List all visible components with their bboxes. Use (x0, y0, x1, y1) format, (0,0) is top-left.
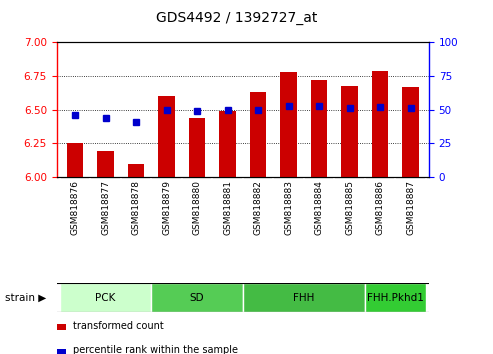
Bar (341, 86, 358, 177)
Bar (128, 164, 144, 177)
Text: GSM818881: GSM818881 (223, 180, 232, 235)
Bar (67, 143, 83, 177)
Bar (219, 111, 236, 177)
Text: FHH.Pkhd1: FHH.Pkhd1 (367, 293, 424, 303)
Bar (372, 71, 388, 177)
Text: GSM818880: GSM818880 (193, 180, 202, 235)
Text: GSM818877: GSM818877 (101, 180, 110, 235)
Text: GSM818883: GSM818883 (284, 180, 293, 235)
Bar (151, 283, 243, 312)
Text: GSM818876: GSM818876 (70, 180, 79, 235)
Text: transformed count: transformed count (73, 321, 164, 331)
Text: GDS4492 / 1392727_at: GDS4492 / 1392727_at (156, 11, 317, 25)
Text: GSM818885: GSM818885 (345, 180, 354, 235)
Bar (311, 80, 327, 177)
Text: FHH: FHH (293, 293, 315, 303)
Text: GSM818884: GSM818884 (315, 180, 323, 235)
Text: SD: SD (190, 293, 205, 303)
Bar (158, 96, 175, 177)
Text: GSM818878: GSM818878 (132, 180, 141, 235)
Text: GSM818886: GSM818886 (376, 180, 385, 235)
Bar (249, 92, 266, 177)
Text: GSM818882: GSM818882 (253, 180, 263, 235)
Text: GSM818879: GSM818879 (162, 180, 171, 235)
Text: strain ▶: strain ▶ (5, 293, 46, 303)
Bar (189, 118, 206, 177)
Bar (97, 152, 114, 177)
Text: GSM818887: GSM818887 (406, 180, 415, 235)
Bar (243, 283, 365, 312)
Text: percentile rank within the sample: percentile rank within the sample (73, 346, 238, 354)
Bar (402, 87, 419, 177)
Bar (60, 283, 151, 312)
Bar (365, 283, 426, 312)
Bar (280, 72, 297, 177)
Text: PCK: PCK (95, 293, 116, 303)
